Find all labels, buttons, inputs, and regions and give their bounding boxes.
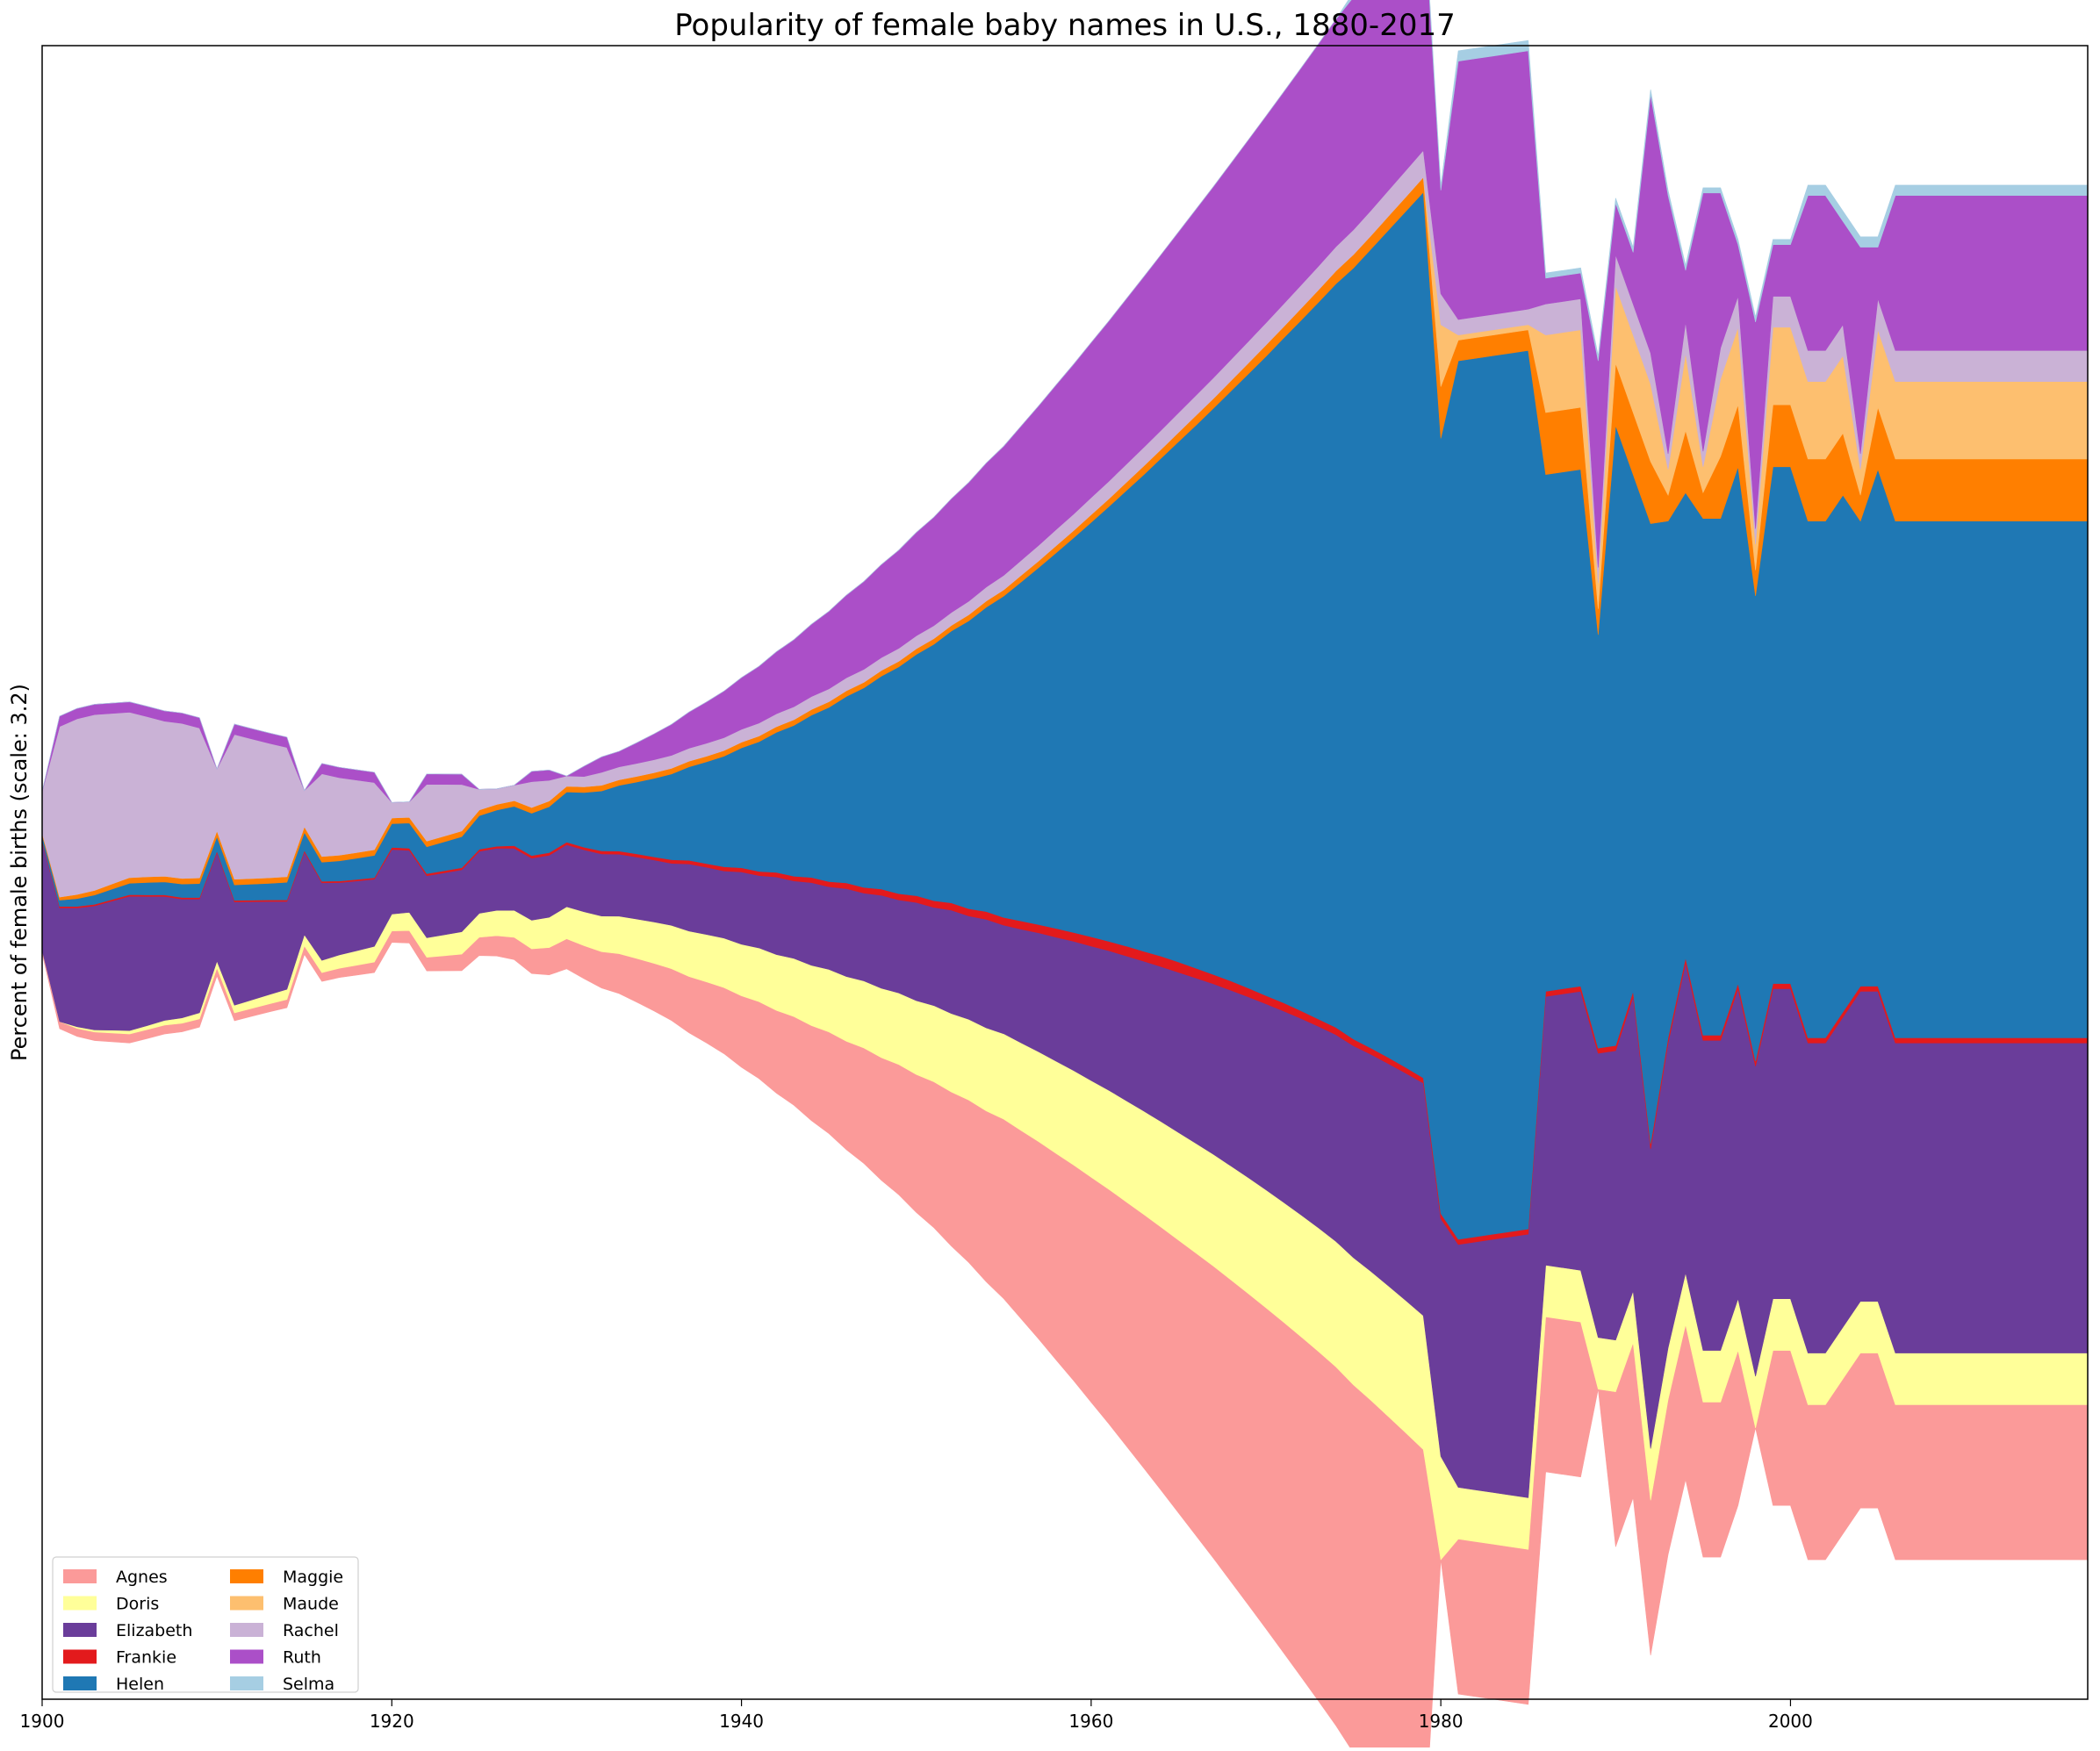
legend-label-frankie: Frankie xyxy=(116,1648,176,1668)
x-tick-label: 1900 xyxy=(20,1711,65,1732)
legend-label-maggie: Maggie xyxy=(283,1568,343,1587)
y-axis-label: Percent of female births (scale: 3.2) xyxy=(7,684,32,1061)
legend-swatch-agnes xyxy=(63,1569,97,1583)
legend-label-elizabeth: Elizabeth xyxy=(116,1621,192,1640)
legend-swatch-elizabeth xyxy=(63,1623,97,1637)
legend-label-agnes: Agnes xyxy=(116,1568,168,1587)
legend: Agnes Doris Elizabeth Frankie Helen Maggie Mau… xyxy=(52,1556,359,1694)
legend-swatch-doris xyxy=(63,1596,97,1611)
x-tick-label: 1980 xyxy=(1419,1711,1464,1732)
legend-swatch-maude xyxy=(230,1596,263,1611)
legend-swatch-rachel xyxy=(230,1623,263,1637)
x-tick-label: 1940 xyxy=(719,1711,764,1732)
legend-box xyxy=(52,1556,359,1693)
legend-swatch-ruth xyxy=(230,1649,263,1664)
legend-swatch-helen xyxy=(63,1676,97,1690)
x-axis-ticks: 1900 1920 1940 1960 1980 2000 xyxy=(20,1699,1813,1732)
legend-label-ruth: Ruth xyxy=(283,1648,321,1668)
legend-swatch-frankie xyxy=(63,1649,97,1664)
x-tick-label: 1960 xyxy=(1068,1711,1113,1732)
legend-label-helen: Helen xyxy=(116,1675,164,1694)
areas-layer xyxy=(41,0,2089,1751)
plot-frame xyxy=(41,45,2089,1700)
x-tick-label: 1920 xyxy=(370,1711,414,1732)
chart-title: Popularity of female baby names in U.S.,… xyxy=(674,8,1455,43)
legend-label-selma: Selma xyxy=(283,1675,334,1694)
legend-label-rachel: Rachel xyxy=(283,1621,339,1640)
legend-label-maude: Maude xyxy=(283,1595,339,1614)
x-tick-label: 2000 xyxy=(1768,1711,1813,1732)
legend-swatch-maggie xyxy=(230,1569,263,1583)
legend-swatch-selma xyxy=(230,1676,263,1690)
legend-label-doris: Doris xyxy=(116,1595,159,1614)
